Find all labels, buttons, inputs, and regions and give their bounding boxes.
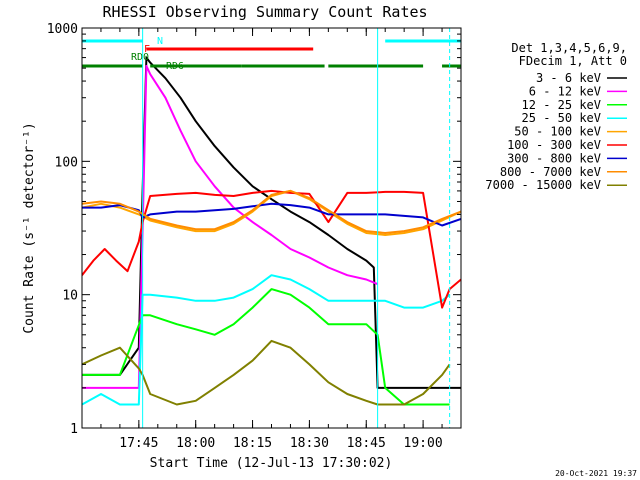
event-markers — [142, 28, 451, 428]
x-tick-label: 18:30 — [290, 436, 329, 451]
legend-label-9: 7000 - 15000 keV — [485, 178, 601, 192]
x-tick-label: 17:45 — [119, 436, 158, 451]
flag-bar-rd6-1 — [82, 64, 143, 68]
legend-label-3: 12 - 25 keV — [522, 98, 601, 112]
x-axis-label: Start Time (12-Jul-13 17:30:02) — [150, 456, 393, 471]
flag-bar-n-2 — [385, 39, 461, 43]
legend-label-1: 3 - 6 keV — [536, 71, 601, 85]
series-line-6 — [82, 189, 461, 309]
x-tick-label: 19:00 — [404, 436, 443, 451]
y-axis-label: Count Rate (s⁻¹ detector⁻¹) — [22, 122, 37, 333]
flag-bar-rd6-2 — [150, 64, 242, 68]
legend-label-8: 800 - 7000 keV — [500, 165, 601, 179]
axes-layer: 17:45 18:00 18:15 18:30 18:45 19:00 1 10 100 1000 — [47, 22, 462, 451]
flag-label-f: F — [144, 44, 150, 55]
flag-bar-n-1 — [82, 39, 143, 43]
flag-label-rd6: RD6 — [166, 61, 184, 72]
flag-bar-f-1 — [146, 47, 314, 51]
legend-header-line-2: FDecim 1, Att 0 — [519, 54, 627, 68]
series-line-3 — [82, 288, 450, 406]
legend-label-5: 50 - 100 keV — [514, 125, 601, 139]
flag-label-n: N — [157, 36, 163, 47]
x-tick-label: 18:00 — [176, 436, 215, 451]
x-tick-label: 18:45 — [347, 436, 386, 451]
legend-label-6: 100 - 300 keV — [507, 138, 601, 152]
series-line-2 — [82, 64, 378, 389]
flag-bar-rd6-5 — [442, 64, 461, 68]
timestamp: 20-Oct-2021 19:37 — [555, 469, 637, 478]
chart-title: RHESSI Observing Summary Count Rates — [102, 3, 427, 21]
y-tick-label: 1000 — [47, 22, 78, 37]
flag-label-rd0: RD0 — [131, 52, 149, 63]
series-line-9 — [82, 339, 451, 406]
y-tick-label: 1 — [70, 422, 78, 437]
flag-bar-rd6-3 — [241, 64, 325, 68]
flag-bar-rd6-4 — [328, 64, 424, 68]
legend-header-line-1: Det 1,3,4,5,6,9, — [511, 41, 627, 55]
y-tick-label: 10 — [62, 289, 78, 304]
y-tick-label: 100 — [55, 155, 78, 170]
legend-label-2: 6 - 12 keV — [529, 84, 601, 98]
legend-label-4: 25 - 50 keV — [522, 111, 601, 125]
legend-label-7: 300 - 800 keV — [507, 151, 601, 165]
x-tick-label: 18:15 — [233, 436, 272, 451]
series-line-4 — [82, 274, 451, 406]
